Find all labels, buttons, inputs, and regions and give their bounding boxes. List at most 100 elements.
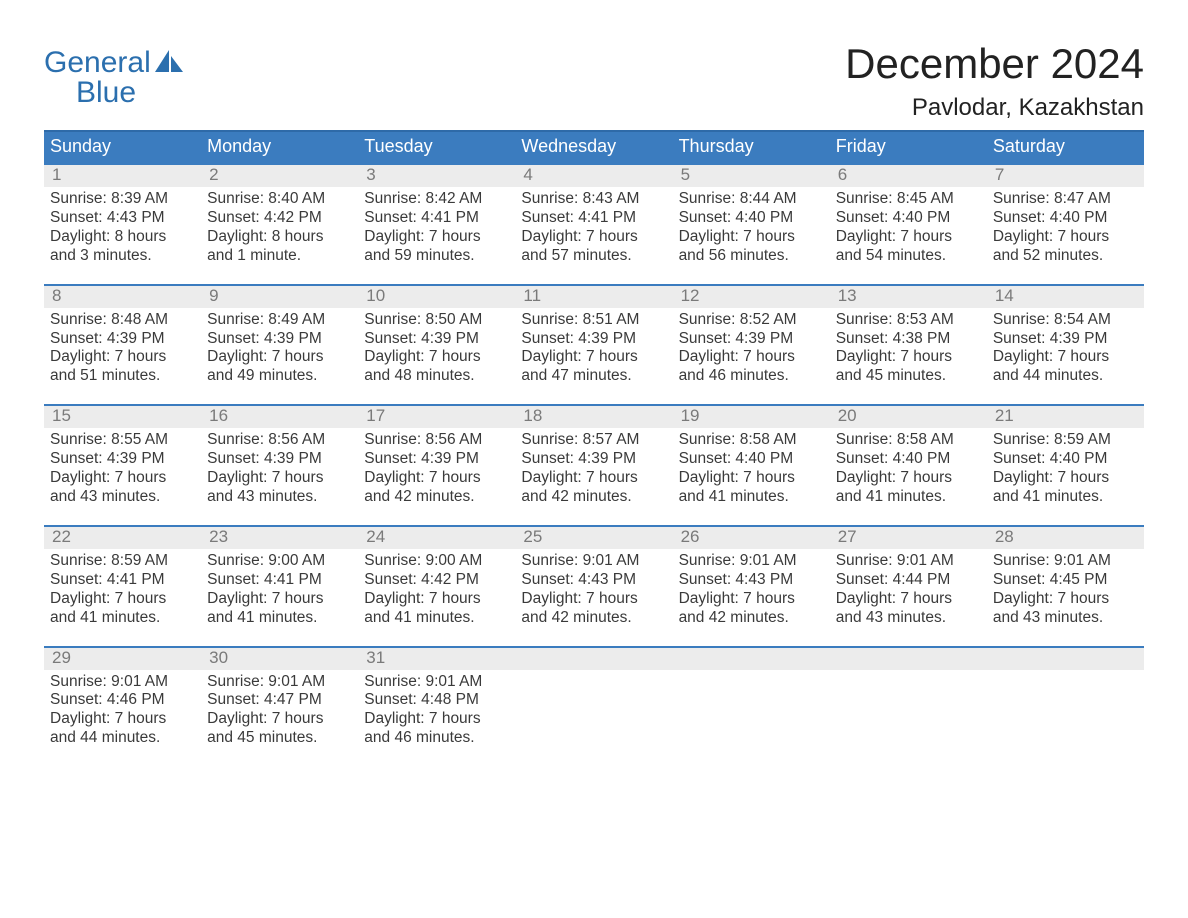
- daylight-line-1: Daylight: 7 hours: [993, 228, 1138, 247]
- day-number: 24: [358, 527, 515, 549]
- sunset-line: Sunset: 4:39 PM: [521, 330, 666, 349]
- daylight-line-2: and 41 minutes.: [836, 488, 981, 507]
- day-number: 31: [358, 648, 515, 670]
- daylight-line-1: Daylight: 7 hours: [207, 348, 352, 367]
- daylight-line-2: and 47 minutes.: [521, 367, 666, 386]
- daylight-line-1: Daylight: 7 hours: [521, 469, 666, 488]
- day-header-row: Sunday Monday Tuesday Wednesday Thursday…: [44, 130, 1144, 163]
- daylight-line-1: Daylight: 7 hours: [50, 590, 195, 609]
- week-row: 22Sunrise: 8:59 AMSunset: 4:41 PMDayligh…: [44, 525, 1144, 632]
- day-number: 6: [830, 165, 987, 187]
- sunset-line: Sunset: 4:43 PM: [521, 571, 666, 590]
- day-number: 10: [358, 286, 515, 308]
- sunset-line: Sunset: 4:43 PM: [679, 571, 824, 590]
- day-cell: [515, 648, 672, 753]
- daylight-line-2: and 51 minutes.: [50, 367, 195, 386]
- day-cell: 12Sunrise: 8:52 AMSunset: 4:39 PMDayligh…: [673, 286, 830, 391]
- sunset-line: Sunset: 4:43 PM: [50, 209, 195, 228]
- day-header-monday: Monday: [201, 132, 358, 163]
- day-cell: 6Sunrise: 8:45 AMSunset: 4:40 PMDaylight…: [830, 165, 987, 270]
- day-cell: 15Sunrise: 8:55 AMSunset: 4:39 PMDayligh…: [44, 406, 201, 511]
- day-cell: 29Sunrise: 9:01 AMSunset: 4:46 PMDayligh…: [44, 648, 201, 753]
- daylight-line-2: and 42 minutes.: [521, 488, 666, 507]
- sunset-line: Sunset: 4:41 PM: [521, 209, 666, 228]
- day-header-sunday: Sunday: [44, 132, 201, 163]
- sunset-line: Sunset: 4:39 PM: [679, 330, 824, 349]
- day-cell: 20Sunrise: 8:58 AMSunset: 4:40 PMDayligh…: [830, 406, 987, 511]
- day-cell: 23Sunrise: 9:00 AMSunset: 4:41 PMDayligh…: [201, 527, 358, 632]
- sunrise-line: Sunrise: 8:42 AM: [364, 190, 509, 209]
- day-number: 25: [515, 527, 672, 549]
- day-cell: 31Sunrise: 9:01 AMSunset: 4:48 PMDayligh…: [358, 648, 515, 753]
- sunrise-line: Sunrise: 9:00 AM: [364, 552, 509, 571]
- day-number: 20: [830, 406, 987, 428]
- daylight-line-1: Daylight: 7 hours: [521, 348, 666, 367]
- sunrise-line: Sunrise: 8:51 AM: [521, 311, 666, 330]
- daylight-line-1: Daylight: 7 hours: [836, 469, 981, 488]
- day-number: 3: [358, 165, 515, 187]
- sunset-line: Sunset: 4:47 PM: [207, 691, 352, 710]
- sunset-line: Sunset: 4:39 PM: [207, 450, 352, 469]
- sunset-line: Sunset: 4:46 PM: [50, 691, 195, 710]
- sunrise-line: Sunrise: 8:54 AM: [993, 311, 1138, 330]
- day-number: 26: [673, 527, 830, 549]
- daylight-line-2: and 45 minutes.: [836, 367, 981, 386]
- sunrise-line: Sunrise: 9:01 AM: [207, 673, 352, 692]
- day-number: 15: [44, 406, 201, 428]
- sunset-line: Sunset: 4:40 PM: [679, 450, 824, 469]
- day-number: 16: [201, 406, 358, 428]
- sunset-line: Sunset: 4:40 PM: [836, 209, 981, 228]
- day-cell: 9Sunrise: 8:49 AMSunset: 4:39 PMDaylight…: [201, 286, 358, 391]
- sunrise-line: Sunrise: 8:48 AM: [50, 311, 195, 330]
- day-cell: 21Sunrise: 8:59 AMSunset: 4:40 PMDayligh…: [987, 406, 1144, 511]
- daylight-line-2: and 49 minutes.: [207, 367, 352, 386]
- day-number: 19: [673, 406, 830, 428]
- daylight-line-2: and 52 minutes.: [993, 247, 1138, 266]
- day-number: 9: [201, 286, 358, 308]
- sunset-line: Sunset: 4:40 PM: [993, 450, 1138, 469]
- day-cell: 7Sunrise: 8:47 AMSunset: 4:40 PMDaylight…: [987, 165, 1144, 270]
- daylight-line-2: and 43 minutes.: [207, 488, 352, 507]
- daylight-line-2: and 41 minutes.: [364, 609, 509, 628]
- day-cell: 2Sunrise: 8:40 AMSunset: 4:42 PMDaylight…: [201, 165, 358, 270]
- daylight-line-1: Daylight: 7 hours: [836, 348, 981, 367]
- day-number: 11: [515, 286, 672, 308]
- weeks-container: 1Sunrise: 8:39 AMSunset: 4:43 PMDaylight…: [44, 163, 1144, 752]
- daylight-line-2: and 54 minutes.: [836, 247, 981, 266]
- day-number: 30: [201, 648, 358, 670]
- day-number: 13: [830, 286, 987, 308]
- sunrise-line: Sunrise: 8:45 AM: [836, 190, 981, 209]
- daylight-line-1: Daylight: 7 hours: [679, 348, 824, 367]
- sunset-line: Sunset: 4:41 PM: [207, 571, 352, 590]
- day-cell: 4Sunrise: 8:43 AMSunset: 4:41 PMDaylight…: [515, 165, 672, 270]
- sunrise-line: Sunrise: 9:01 AM: [679, 552, 824, 571]
- day-cell: 10Sunrise: 8:50 AMSunset: 4:39 PMDayligh…: [358, 286, 515, 391]
- day-number: 27: [830, 527, 987, 549]
- daylight-line-1: Daylight: 7 hours: [207, 590, 352, 609]
- sunset-line: Sunset: 4:39 PM: [364, 330, 509, 349]
- month-title: December 2024: [845, 40, 1144, 88]
- day-number: 18: [515, 406, 672, 428]
- daylight-line-2: and 43 minutes.: [836, 609, 981, 628]
- day-number: 28: [987, 527, 1144, 549]
- daylight-line-1: Daylight: 7 hours: [679, 590, 824, 609]
- day-number: 22: [44, 527, 201, 549]
- daylight-line-2: and 41 minutes.: [207, 609, 352, 628]
- day-cell: 16Sunrise: 8:56 AMSunset: 4:39 PMDayligh…: [201, 406, 358, 511]
- brand-line1: General: [44, 48, 151, 78]
- sunrise-line: Sunrise: 8:53 AM: [836, 311, 981, 330]
- daylight-line-2: and 45 minutes.: [207, 729, 352, 748]
- sunset-line: Sunset: 4:44 PM: [836, 571, 981, 590]
- daylight-line-1: Daylight: 7 hours: [50, 348, 195, 367]
- sunrise-line: Sunrise: 8:56 AM: [207, 431, 352, 450]
- sunrise-line: Sunrise: 8:44 AM: [679, 190, 824, 209]
- daylight-line-1: Daylight: 7 hours: [207, 710, 352, 729]
- brand-logo: General Blue: [44, 20, 183, 108]
- sunrise-line: Sunrise: 8:56 AM: [364, 431, 509, 450]
- daylight-line-2: and 56 minutes.: [679, 247, 824, 266]
- day-cell: 14Sunrise: 8:54 AMSunset: 4:39 PMDayligh…: [987, 286, 1144, 391]
- day-cell: 5Sunrise: 8:44 AMSunset: 4:40 PMDaylight…: [673, 165, 830, 270]
- sunrise-line: Sunrise: 9:00 AM: [207, 552, 352, 571]
- daylight-line-1: Daylight: 7 hours: [364, 228, 509, 247]
- brand-line2: Blue: [76, 76, 136, 109]
